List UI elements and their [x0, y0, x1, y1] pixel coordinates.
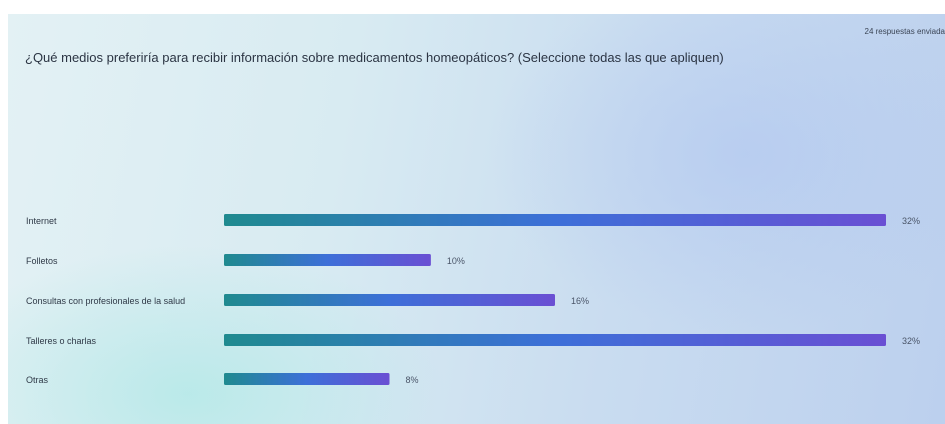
question-title: ¿Qué medios preferiría para recibir info…: [25, 50, 724, 65]
value-label: 32%: [902, 336, 920, 346]
value-label: 8%: [406, 375, 419, 385]
value-label: 10%: [447, 256, 465, 266]
category-label: Folletos: [26, 256, 58, 266]
category-label: Consultas con profesionales de la salud: [26, 296, 185, 306]
bars-group: Internet 32% Folletos 10% Consultas con prof…: [26, 214, 920, 385]
category-label: Talleres o charlas: [26, 336, 97, 346]
value-label: 32%: [902, 216, 920, 226]
bar: [224, 373, 390, 385]
category-label: Otras: [26, 375, 49, 385]
bar: [224, 294, 555, 306]
bar: [224, 254, 431, 266]
value-label: 16%: [571, 296, 589, 306]
responses-count: 24 respuestas enviada: [864, 27, 945, 36]
category-label: Internet: [26, 216, 57, 226]
bar: [224, 214, 886, 226]
bar: [224, 334, 886, 346]
